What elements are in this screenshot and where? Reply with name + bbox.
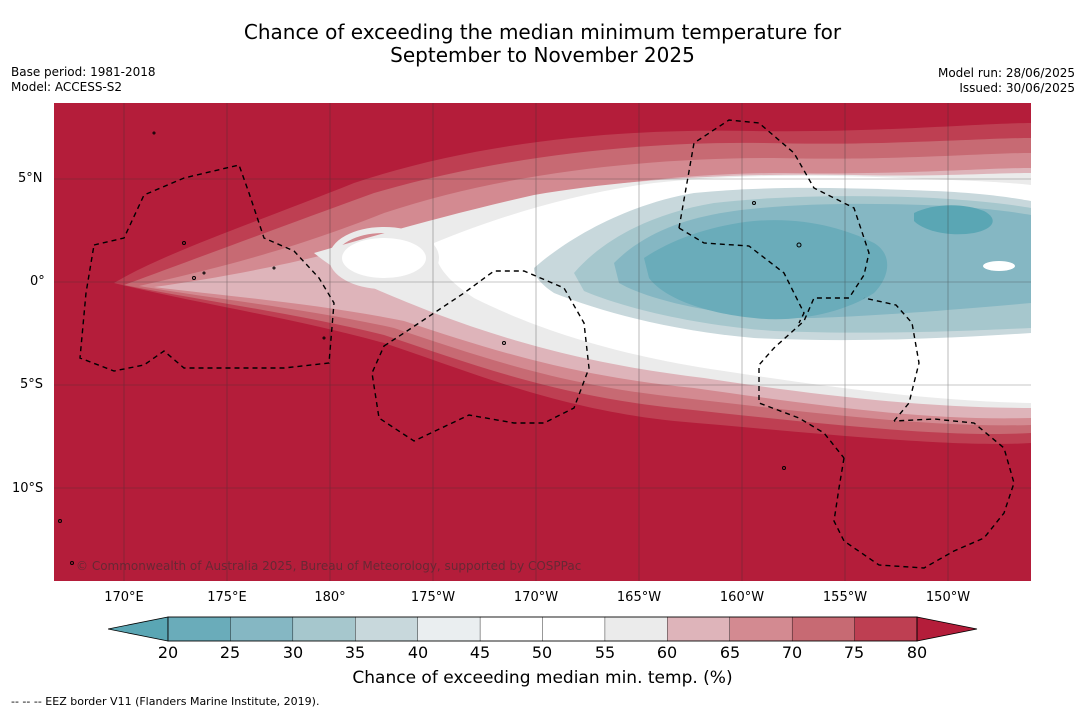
issued-date: Issued: 30/06/2025 bbox=[959, 81, 1075, 95]
lon-label-150w: 150°W bbox=[925, 590, 971, 605]
colorbar-under-arrow bbox=[107, 616, 169, 642]
colorbar-tick: 65 bbox=[719, 643, 741, 662]
eez-line-south bbox=[833, 297, 1015, 569]
map-svg bbox=[54, 103, 1031, 581]
colorbar-tick: 60 bbox=[656, 643, 678, 662]
colorbar-tick: 80 bbox=[906, 643, 928, 662]
lon-label-160w: 160°W bbox=[719, 590, 765, 605]
eez-borders bbox=[79, 119, 1015, 569]
colorbar-over-arrow bbox=[916, 616, 978, 642]
contour-pocket-left bbox=[342, 238, 426, 278]
eez-line-link bbox=[678, 227, 805, 324]
copyright-notice: © Commonwealth of Australia 2025, Bureau… bbox=[76, 559, 582, 573]
colorbar-segment bbox=[355, 616, 419, 642]
colorbar-tick: 55 bbox=[594, 643, 616, 662]
map-panel[interactable] bbox=[54, 103, 1031, 581]
colorbar-segment bbox=[791, 616, 856, 642]
title-line-2: September to November 2025 bbox=[390, 43, 695, 67]
colorbar-tick: 25 bbox=[219, 643, 241, 662]
eez-phoenix bbox=[371, 270, 590, 442]
colorbar-tick: 70 bbox=[781, 643, 803, 662]
model-run: Model run: 28/06/2025 bbox=[937, 66, 1075, 80]
contour-pocket-left-ring bbox=[329, 227, 439, 289]
colorbar-tick: 35 bbox=[344, 643, 366, 662]
colorbar-segment bbox=[542, 616, 606, 642]
colorbar-segment bbox=[854, 616, 918, 642]
lat-label-0: 0° bbox=[30, 274, 45, 289]
lon-label-180: 180° bbox=[314, 590, 346, 605]
eez-tuvalu bbox=[79, 164, 335, 372]
colorbar-segment bbox=[729, 616, 793, 642]
colorbar-segment bbox=[417, 616, 481, 642]
lat-label-10s: 10°S bbox=[12, 481, 44, 496]
colorbar-segment bbox=[604, 616, 669, 642]
colorbar-segment bbox=[230, 616, 294, 642]
chart-title: Chance of exceeding the median minimum t… bbox=[0, 21, 1085, 67]
base-period: Base period: 1981-2018 bbox=[11, 65, 156, 79]
colorbar-tick: 20 bbox=[157, 643, 179, 662]
colorbar-svg bbox=[107, 616, 978, 642]
graticule bbox=[54, 103, 1031, 581]
colorbar-tick: 45 bbox=[469, 643, 491, 662]
colorbar-segment bbox=[167, 616, 232, 642]
colorbar-segment bbox=[479, 616, 544, 642]
colorbar-segment bbox=[667, 616, 731, 642]
lat-label-5s: 5°S bbox=[20, 377, 44, 392]
lon-label-165w: 165°W bbox=[616, 590, 662, 605]
colorbar-tick: 50 bbox=[531, 643, 553, 662]
islands bbox=[58, 131, 802, 565]
meta-left: Base period: 1981-2018 Model: ACCESS-S2 bbox=[11, 65, 156, 95]
contour-band-20 bbox=[914, 205, 993, 235]
contour-pocket-right bbox=[983, 261, 1015, 271]
colorbar-tick: 40 bbox=[407, 643, 429, 662]
model-name: Model: ACCESS-S2 bbox=[11, 80, 123, 94]
eez-line-north bbox=[678, 119, 870, 459]
lon-label-155w: 155°W bbox=[822, 590, 868, 605]
contour-band-25 bbox=[644, 220, 888, 320]
eez-footnote: -- -- -- EEZ border V11 (Flanders Marine… bbox=[11, 695, 320, 708]
lon-label-175w: 175°W bbox=[410, 590, 456, 605]
colorbar-segment bbox=[292, 616, 356, 642]
meta-right: Model run: 28/06/2025 Issued: 30/06/2025 bbox=[938, 66, 1075, 96]
colorbar-tick: 30 bbox=[282, 643, 304, 662]
lon-label-170e: 170°E bbox=[104, 590, 144, 605]
colorbar-frame bbox=[167, 616, 918, 642]
colorbar-label: Chance of exceeding median min. temp. (%… bbox=[352, 668, 733, 688]
lon-label-170w: 170°W bbox=[513, 590, 559, 605]
colorbar bbox=[107, 615, 978, 647]
lat-label-5n: 5°N bbox=[18, 171, 43, 186]
colorbar-tick: 75 bbox=[843, 643, 865, 662]
title-line-1: Chance of exceeding the median minimum t… bbox=[243, 20, 842, 44]
lon-label-175e: 175°E bbox=[207, 590, 247, 605]
colorbar-segments bbox=[167, 616, 918, 642]
